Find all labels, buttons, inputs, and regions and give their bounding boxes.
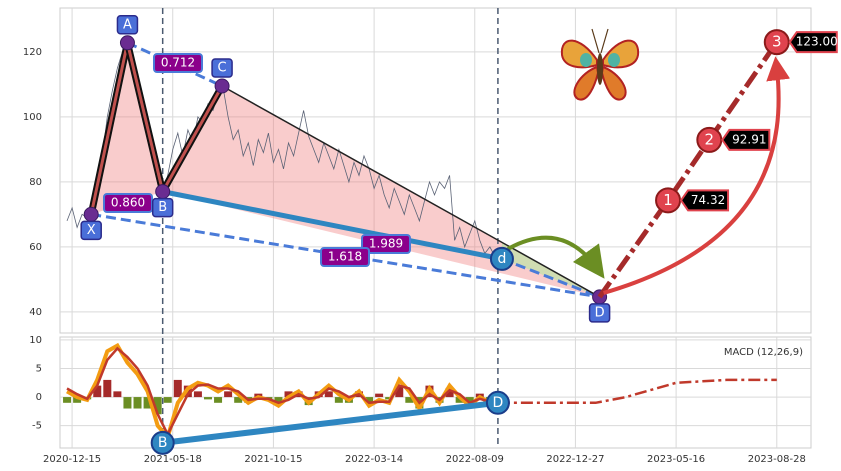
- pattern-line: [221, 85, 600, 298]
- pattern-dashed-line: [501, 257, 601, 299]
- histogram-bar: [123, 397, 132, 409]
- point-label: B: [158, 200, 167, 215]
- macd-line: [66, 342, 491, 442]
- y-tick-label: 100: [23, 112, 42, 123]
- y-tick-label: -5: [32, 421, 42, 432]
- histogram-bar: [465, 397, 474, 403]
- pattern-area: [91, 42, 163, 215]
- y-tick-label: 10: [29, 335, 42, 346]
- point-label: B: [158, 435, 168, 451]
- y-tick-label: 0: [36, 392, 42, 403]
- point-label: C: [218, 61, 227, 76]
- pattern-point: [155, 184, 171, 200]
- point-label: X: [87, 223, 96, 238]
- macd-annotation: MACD (12,26,9): [724, 347, 803, 358]
- pattern-area: [162, 86, 600, 297]
- point-label-box: [80, 220, 102, 241]
- ratio-label: 0.712: [161, 56, 195, 70]
- target-label: 3: [772, 33, 782, 51]
- x-tick-label: 2021-10-15: [244, 454, 302, 465]
- butterfly-icon: [560, 28, 640, 101]
- point-label: d: [497, 251, 506, 267]
- target-arrow: [603, 56, 791, 295]
- x-tick-label: 2022-12-27: [546, 454, 604, 465]
- histogram-bar: [405, 397, 414, 403]
- pattern-point: [83, 206, 99, 222]
- histogram-bar: [173, 379, 182, 398]
- histogram-bar: [375, 393, 384, 398]
- pattern-leg: [162, 189, 503, 262]
- pattern-leg: [161, 85, 224, 193]
- point-label-box: [211, 58, 233, 78]
- value-label-box: [788, 31, 838, 54]
- histogram-bar: [203, 397, 212, 400]
- ratio-box: [361, 234, 411, 254]
- x-tick-label: 2022-08-09: [446, 454, 504, 465]
- histogram-bar: [224, 391, 233, 398]
- histogram-bar: [334, 397, 343, 403]
- ratio-box: [153, 53, 203, 73]
- point-label: D: [595, 305, 605, 320]
- histogram-bar: [193, 391, 202, 398]
- value-label: 92.91: [732, 132, 766, 146]
- x-tick-label: 2023-08-28: [748, 454, 806, 465]
- histogram-bar: [284, 391, 293, 398]
- histogram-bar: [63, 397, 72, 403]
- histogram-bar: [234, 397, 243, 403]
- histogram-bar: [93, 385, 102, 398]
- x-tick-label: 2020-12-15: [43, 454, 101, 465]
- histogram-bar: [153, 397, 162, 415]
- point-label: D: [493, 395, 504, 411]
- histogram-bar: [143, 397, 152, 409]
- histogram-bar: [113, 391, 122, 398]
- pattern-point: [119, 35, 135, 51]
- histogram-bar: [73, 397, 82, 403]
- target-line: [597, 40, 779, 299]
- pattern-point: [150, 430, 175, 455]
- value-label: 74.32: [691, 193, 725, 207]
- value-label: 123.00: [796, 35, 838, 49]
- y-tick-label: 120: [23, 47, 42, 58]
- y-tick-label: 80: [29, 177, 42, 188]
- histogram-bar: [214, 397, 223, 403]
- value-label-box: [721, 128, 771, 151]
- histogram-bar: [445, 387, 454, 398]
- ratio-label: 1.989: [369, 237, 403, 251]
- histogram-bar: [455, 397, 464, 403]
- histogram-bar: [395, 385, 404, 398]
- y-tick-label: 5: [36, 363, 42, 374]
- pattern-point: [485, 390, 510, 415]
- value-label-box: [679, 189, 730, 212]
- y-tick-label: 40: [29, 307, 42, 318]
- target-label: 1: [663, 191, 673, 209]
- arrow: [506, 235, 605, 279]
- signal-line: [66, 346, 491, 438]
- ratio-label: 0.860: [111, 196, 145, 210]
- histogram-bar: [365, 397, 374, 403]
- pattern-point: [214, 78, 230, 94]
- x-tick-label: 2023-05-16: [647, 454, 705, 465]
- pattern-leg: [125, 42, 165, 192]
- histogram-bar: [103, 379, 112, 398]
- target-label: 2: [705, 130, 715, 148]
- histogram-bar: [163, 397, 172, 403]
- macd-projection: [497, 378, 777, 405]
- divergence-line: [162, 399, 499, 446]
- histogram-bar: [133, 397, 142, 409]
- point-label-box: [588, 303, 611, 323]
- ratio-box: [320, 247, 370, 267]
- pattern-leg: [89, 42, 129, 215]
- x-tick-label: 2022-03-14: [345, 454, 403, 465]
- x-tick-label: 2021-05-18: [144, 454, 202, 465]
- ratio-label: 1.618: [328, 250, 362, 264]
- histogram-bar: [324, 391, 333, 398]
- point-label-box: [151, 197, 174, 218]
- y-tick-label: 60: [29, 242, 42, 253]
- histogram-bar: [274, 397, 283, 403]
- point-label-box: [116, 15, 139, 35]
- pattern-point: [489, 246, 514, 271]
- point-label: A: [123, 17, 132, 32]
